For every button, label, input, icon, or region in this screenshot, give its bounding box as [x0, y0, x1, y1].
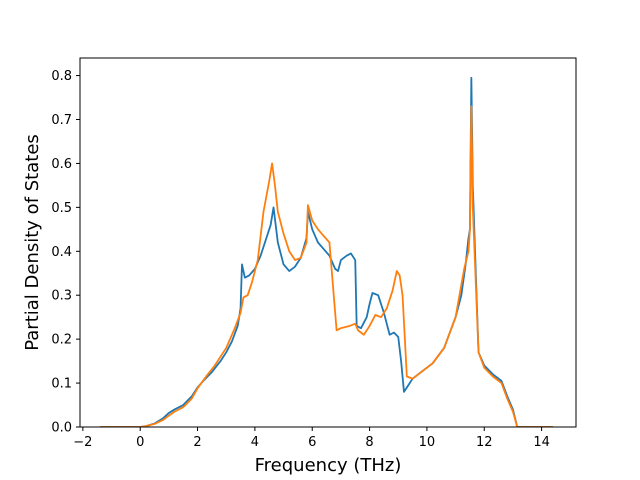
plot-frame: [79, 57, 577, 428]
y-tick-label: 0.3: [51, 289, 72, 304]
y-axis: 0.0 0.1 0.2 0.3 0.4 0.5 0.6 0.7 0.8: [51, 69, 80, 436]
y-tick-label: 0.6: [51, 157, 72, 172]
x-tick-label: 14: [533, 435, 550, 450]
x-tick-label: 6: [308, 435, 316, 450]
x-axis: −2 0 2 4 6 8 10 12 14: [73, 427, 550, 450]
y-tick-label: 0.4: [51, 245, 72, 260]
x-tick-label: 4: [251, 435, 259, 450]
y-tick-label: 0.8: [51, 69, 72, 84]
y-axis-label: Partial Density of States: [22, 134, 43, 351]
y-tick-label: 0.7: [51, 113, 72, 128]
x-tick-label: 0: [136, 435, 144, 450]
series-layer: [100, 76, 554, 427]
y-tick-label: 0.2: [51, 333, 72, 348]
y-tick-label: 0.0: [51, 421, 72, 436]
x-tick-label: 8: [365, 435, 373, 450]
x-tick-label: −2: [73, 435, 92, 450]
x-axis-label: Frequency (THz): [255, 455, 402, 476]
x-tick-label: 10: [419, 435, 436, 450]
x-tick-label: 12: [476, 435, 493, 450]
y-tick-label: 0.1: [51, 377, 72, 392]
x-tick-label: 2: [193, 435, 201, 450]
series-line-2: [100, 105, 554, 427]
y-tick-label: 0.5: [51, 201, 72, 216]
series-line-1: [100, 76, 554, 427]
